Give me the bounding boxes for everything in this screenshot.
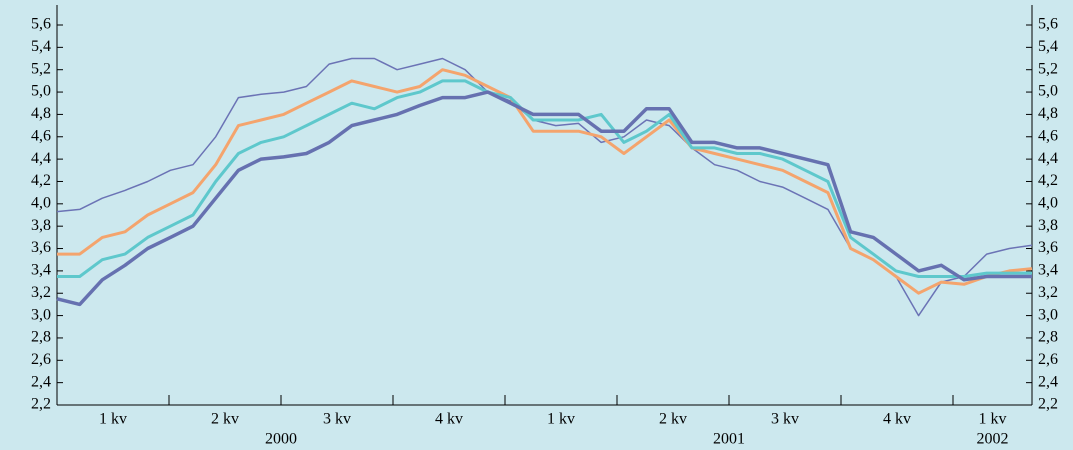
line-series (56, 90, 1032, 307)
y-tick-label: 4,8 (31, 105, 51, 122)
x-tick-label: 3 kv (771, 411, 799, 428)
y2-tick-label: 2,6 (1038, 351, 1058, 368)
x-tick-label: 1 kv (979, 411, 1007, 428)
x-tick-label: 1 kv (99, 411, 127, 428)
y2-tick-label: 5,2 (1038, 60, 1058, 77)
line-series (57, 68, 1033, 295)
y2-tick-label: 3,2 (1038, 284, 1058, 301)
y-tick-label: 4,0 (31, 194, 51, 211)
y-tick-label: 4,2 (31, 172, 51, 189)
y2-tick-label: 2,4 (1038, 373, 1058, 390)
y-tick-label: 4,6 (31, 127, 51, 144)
y2-tick-label: 3,4 (1038, 262, 1058, 279)
year-label: 2000 (265, 431, 297, 448)
y-tick-label: 3,0 (31, 306, 51, 323)
y-tick-label: 5,6 (31, 16, 51, 33)
y2-tick-label: 2,2 (1038, 396, 1058, 413)
x-tick-label: 4 kv (883, 411, 911, 428)
y2-tick-label: 4,0 (1038, 194, 1058, 211)
year-label: 2001 (713, 431, 745, 448)
line-series (57, 79, 1032, 278)
y-tick-label: 3,8 (31, 217, 51, 234)
y2-tick-label: 4,6 (1038, 127, 1058, 144)
x-tick-label: 2 kv (659, 411, 687, 428)
y-tick-label: 4,4 (31, 150, 51, 167)
x-tick-label: 1 kv (547, 411, 575, 428)
y-tick-label: 2,4 (31, 373, 51, 390)
y-tick-label: 3,2 (31, 284, 51, 301)
y2-tick-label: 4,2 (1038, 172, 1058, 189)
y2-tick-label: 5,0 (1038, 83, 1058, 100)
x-tick-label: 3 kv (323, 411, 351, 428)
y2-tick-label: 4,4 (1038, 150, 1058, 167)
y-tick-label: 3,6 (31, 239, 51, 256)
y2-tick-label: 4,8 (1038, 105, 1058, 122)
x-tick-label: 4 kv (435, 411, 463, 428)
y2-tick-label: 5,6 (1038, 16, 1058, 33)
year-label: 2002 (977, 431, 1009, 448)
y2-tick-label: 2,8 (1038, 329, 1058, 346)
y-tick-label: 2,8 (31, 329, 51, 346)
y2-tick-label: 3,6 (1038, 239, 1058, 256)
y-tick-label: 2,6 (31, 351, 51, 368)
y-tick-label: 2,2 (31, 396, 51, 413)
y2-tick-label: 3,0 (1038, 306, 1058, 323)
y-tick-label: 5,4 (31, 38, 51, 55)
y-tick-label: 3,4 (31, 262, 51, 279)
y-tick-label: 5,0 (31, 83, 51, 100)
y-tick-label: 5,2 (31, 60, 51, 77)
x-tick-label: 2 kv (211, 411, 239, 428)
y2-tick-label: 5,4 (1038, 38, 1058, 55)
y2-tick-label: 3,8 (1038, 217, 1058, 234)
